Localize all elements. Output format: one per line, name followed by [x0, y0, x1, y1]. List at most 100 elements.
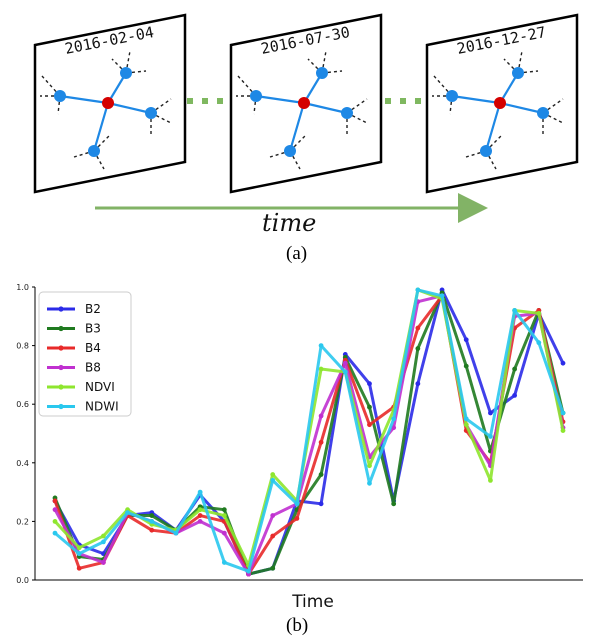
data-point-ndwi — [488, 434, 493, 439]
data-point-b3 — [391, 501, 397, 507]
data-point-b2 — [367, 381, 372, 387]
dashed-edge — [517, 50, 523, 74]
series-line-ndwi — [54, 288, 565, 573]
dashed-edge — [542, 112, 564, 124]
dashed-edge — [321, 50, 327, 74]
data-point-ndwi — [100, 539, 106, 545]
data-point-b4 — [318, 439, 324, 445]
dashed-edge — [93, 134, 111, 152]
y-tick-label: 0.4 — [16, 459, 29, 468]
data-point-b4 — [270, 533, 276, 539]
dashed-edge — [346, 98, 368, 114]
data-point-ndwi — [149, 519, 155, 524]
data-point-b2 — [488, 410, 493, 416]
neighbor-node — [512, 67, 524, 79]
graph-edge — [451, 94, 501, 105]
data-point-ndwi — [367, 480, 372, 486]
data-point-ndwi — [197, 489, 203, 495]
data-point-ndwi — [512, 308, 518, 313]
network-graph-1 — [40, 50, 172, 170]
snapshot-frame-3: 2016-12-27 — [425, 13, 579, 194]
graph-edge — [288, 102, 306, 152]
data-point-ndwi — [415, 287, 421, 293]
legend-marker — [58, 345, 64, 351]
data-point-ndwi — [246, 568, 251, 574]
dashed-edge — [237, 75, 257, 97]
data-point-ndvi — [367, 463, 372, 469]
legend-marker — [58, 364, 64, 371]
data-point-b8 — [221, 530, 227, 536]
graph-edge — [107, 101, 152, 115]
neighbor-node — [120, 67, 132, 79]
data-point-b3 — [512, 366, 518, 372]
data-point-b8 — [318, 413, 324, 419]
chart-axes: 0.0 0.2 0.4 0.6 0.8 1.0 — [16, 283, 583, 585]
y-tick-label: 0.8 — [16, 342, 29, 351]
dashed-edge — [485, 134, 503, 152]
data-point-ndwi — [391, 416, 397, 422]
chart-legend: B2 B3 B4 B8 NDVI NDWI — [38, 291, 132, 417]
data-point-ndvi — [76, 545, 82, 551]
data-point-b3 — [221, 507, 227, 513]
data-point-ndwi — [318, 343, 324, 348]
data-point-b4 — [415, 325, 421, 331]
data-point-b8 — [100, 560, 106, 565]
legend-label: NDWI — [85, 400, 119, 414]
data-point-ndvi — [221, 513, 227, 518]
snapshot-frame-2: 2016-07-30 — [229, 13, 383, 194]
neighbor-node — [341, 107, 353, 119]
data-point-b3 — [463, 363, 469, 369]
legend-marker — [58, 325, 64, 332]
dashed-edge — [542, 98, 564, 114]
data-point-ndwi — [221, 560, 227, 565]
center-node — [494, 97, 506, 109]
legend-label: B8 — [85, 361, 101, 375]
data-point-ndwi — [463, 416, 469, 422]
data-point-ndvi — [488, 477, 493, 483]
graph-edge — [59, 94, 109, 105]
data-point-ndvi — [197, 507, 203, 513]
data-point-ndwi — [439, 293, 445, 299]
data-point-b8 — [270, 513, 276, 518]
y-tick-label: 0.0 — [16, 576, 29, 585]
center-node — [298, 97, 310, 109]
y-tick-label: 0.6 — [16, 400, 29, 409]
data-point-ndwi — [536, 340, 542, 346]
data-point-ndwi — [173, 530, 179, 536]
data-point-ndwi — [294, 501, 300, 507]
legend-label: B3 — [85, 322, 101, 336]
caption-b: (b) — [286, 615, 309, 636]
network-graph-2 — [236, 50, 368, 170]
dashed-edge — [150, 98, 172, 114]
graph-edge — [92, 102, 110, 152]
legend-marker — [58, 403, 64, 410]
ellipsis-dots-2 — [385, 98, 421, 104]
legend-marker — [58, 306, 64, 312]
data-point-b8 — [52, 507, 58, 513]
graph-edge — [255, 94, 305, 105]
data-point-b2 — [463, 337, 469, 343]
y-tick-label: 1.0 — [16, 283, 29, 292]
legend-label: NDVI — [85, 380, 115, 394]
data-point-ndvi — [463, 422, 469, 428]
snapshot-frame-1: 2016-02-04 — [33, 13, 187, 194]
neighbor-node — [480, 145, 492, 157]
neighbor-node — [537, 107, 549, 119]
data-point-b3 — [270, 565, 276, 571]
data-point-b4 — [294, 516, 300, 521]
graph-edge — [499, 101, 544, 115]
data-point-b3 — [318, 472, 324, 477]
dashed-edge — [41, 75, 61, 97]
data-point-b4 — [76, 565, 82, 571]
data-point-ndvi — [318, 366, 324, 372]
data-point-b2 — [560, 360, 566, 366]
y-tick-label: 0.2 — [16, 517, 29, 526]
data-point-ndwi — [52, 530, 58, 536]
dashed-edge — [289, 134, 307, 152]
neighbor-node — [88, 145, 100, 157]
data-point-b8 — [391, 425, 397, 431]
data-point-ndvi — [100, 533, 106, 539]
data-point-b3 — [149, 513, 155, 518]
data-point-b3 — [367, 404, 372, 410]
neighbor-node — [446, 90, 458, 102]
